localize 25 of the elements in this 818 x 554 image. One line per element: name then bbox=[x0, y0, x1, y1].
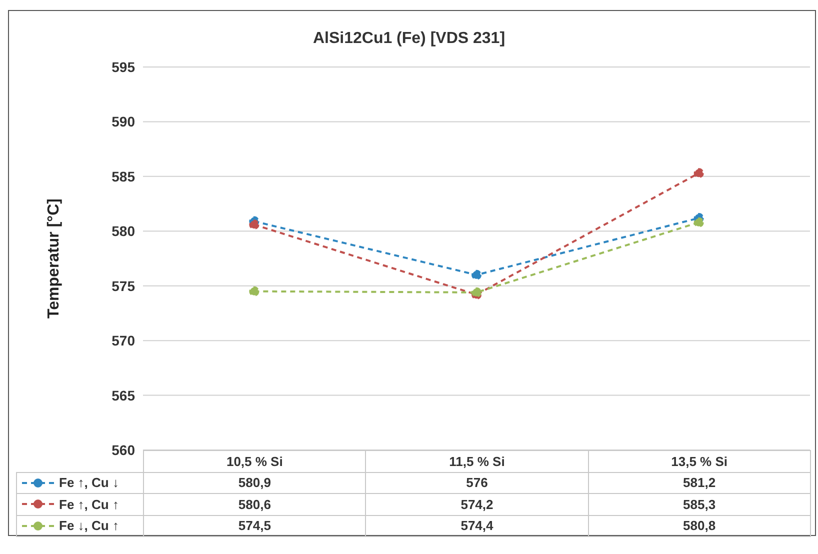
y-tick-label: 560 bbox=[112, 442, 136, 458]
legend-label: Fe ↑, Cu ↑ bbox=[59, 496, 119, 512]
x-tick-label: 11,5 % Si bbox=[365, 450, 589, 472]
y-tick-label: 580 bbox=[112, 223, 136, 240]
y-axis-title: Temperatur [°C] bbox=[46, 198, 63, 318]
y-tick-label: 565 bbox=[112, 387, 136, 404]
x-tick-label: 13,5 % Si bbox=[588, 450, 811, 472]
y-tick-label: 595 bbox=[112, 58, 136, 75]
chart-title: AlSi12Cu1 (Fe) [VDS 231] bbox=[312, 30, 506, 48]
data-label: 580,9 bbox=[143, 472, 366, 494]
y-tick-label: 575 bbox=[112, 278, 136, 294]
data-label: 574,4 bbox=[365, 514, 589, 537]
y-tick-label: 570 bbox=[112, 332, 136, 349]
data-label: 580,8 bbox=[588, 514, 811, 537]
data-label: 576 bbox=[365, 472, 589, 494]
legend-label: Fe ↑, Cu ↓ bbox=[59, 475, 119, 490]
data-label: 581,2 bbox=[588, 472, 811, 494]
x-tick-label: 10,5 % Si bbox=[143, 450, 366, 472]
data-label: 580,6 bbox=[143, 493, 366, 516]
y-tick-label: 590 bbox=[112, 114, 136, 130]
data-label: 574,2 bbox=[365, 493, 589, 516]
data-label: 585,3 bbox=[588, 493, 811, 516]
data-label: 574,5 bbox=[143, 514, 366, 537]
legend-label: Fe ↓, Cu ↑ bbox=[59, 518, 119, 534]
y-tick-label: 585 bbox=[112, 168, 136, 184]
